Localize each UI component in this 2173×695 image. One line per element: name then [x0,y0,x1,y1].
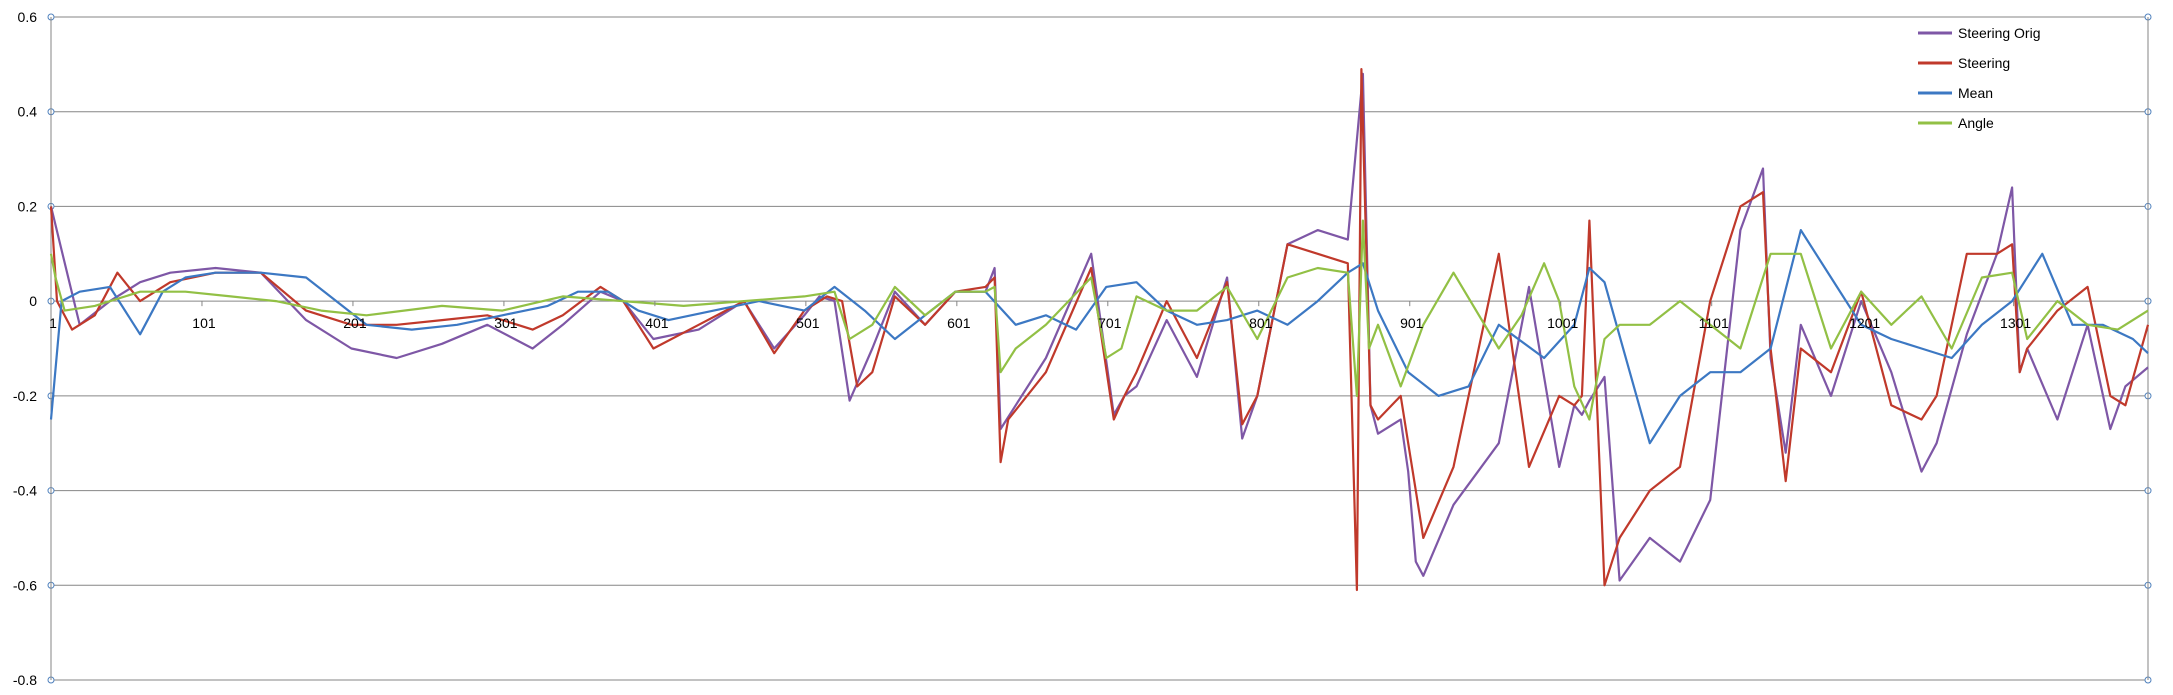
y-tick-label: -0.4 [13,483,37,499]
y-tick-label: 0.6 [18,9,38,25]
legend-label: Steering [1958,55,2010,71]
axes [50,17,2149,680]
x-tick-label: 1301 [2000,315,2031,331]
legend-label: Steering Orig [1958,25,2040,41]
x-tick-label: 1001 [1547,315,1578,331]
series-line-angle [49,219,2149,421]
x-tick-label: 1101 [1699,315,1729,331]
y-tick-label: -0.6 [13,577,37,593]
series-line-mean [49,229,2149,445]
x-tick-label: 301 [494,315,518,331]
legend: Steering Orig Steering Mean Angle [1918,25,2040,131]
x-tick-label: 701 [1098,315,1122,331]
x-tick-label: 401 [645,315,669,331]
y-tick-label: 0 [29,293,37,309]
legend-label: Angle [1958,115,1994,131]
x-tick-label: 501 [796,315,820,331]
x-tick-label: 201 [343,315,367,331]
y-tick-label: -0.2 [13,388,37,404]
x-tick-label: 1201 [1849,315,1880,331]
x-tick-label: 901 [1400,315,1424,331]
legend-label: Mean [1958,85,1993,101]
y-tick-label: 0.2 [18,198,38,214]
x-tick-label: 801 [1249,315,1273,331]
x-tick-label: 601 [947,315,971,331]
y-tick-label: -0.8 [13,672,37,688]
x-tick-label: 101 [192,315,216,331]
series-lines [49,67,2150,592]
y-tick-label: 0.4 [18,104,38,120]
y-axis-ticks: 0.6 0.4 0.2 0 -0.2 -0.4 -0.6 -0.8 [13,9,37,688]
grid-lines [47,13,2152,684]
x-tick-label: 1 [49,315,57,331]
x-axis-ticks: 1 101 201 301 401 501 601 701 801 901 1001 1101 1201… [49,301,2031,331]
series-line-steering [49,67,2150,592]
